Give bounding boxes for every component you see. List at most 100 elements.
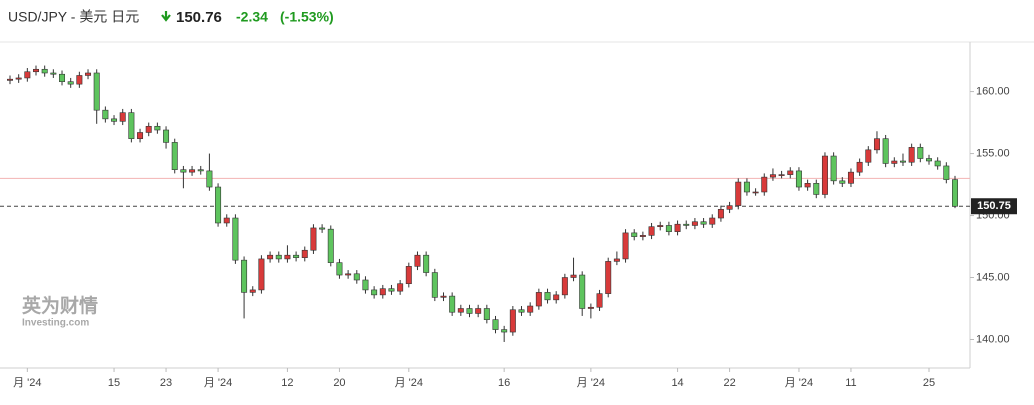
- candle-body: [813, 183, 820, 195]
- candle-body: [579, 274, 586, 309]
- candle-body: [310, 227, 317, 251]
- candle-body: [76, 75, 83, 85]
- x-tick-label: 22: [723, 377, 735, 389]
- candle-body: [518, 309, 525, 313]
- last-price-badge: [971, 198, 1017, 215]
- candle-body: [345, 273, 352, 276]
- candle-body: [631, 232, 638, 237]
- x-tick-label: 12: [281, 377, 293, 389]
- candle-body: [587, 306, 594, 309]
- x-tick-label: 月 '24: [395, 377, 423, 389]
- candle-body: [622, 232, 629, 260]
- symbol: USD/JPY - 美元 日元: [8, 9, 139, 25]
- candle-body: [102, 109, 109, 120]
- candle-body: [509, 309, 516, 333]
- candle-body: [873, 138, 880, 151]
- candle-body: [24, 71, 31, 79]
- candle-body: [570, 274, 577, 278]
- candle-body: [752, 191, 759, 194]
- change: -2.34: [236, 9, 268, 25]
- y-tick-label: 145.00: [976, 271, 1010, 283]
- candle-body: [475, 308, 482, 314]
- candle-body: [657, 225, 664, 227]
- x-tick-label: 11: [845, 377, 856, 389]
- candle-body: [839, 180, 846, 184]
- candle-body: [431, 272, 438, 298]
- candle-body: [561, 277, 568, 296]
- candle-body: [674, 223, 681, 232]
- candle-body: [249, 289, 256, 293]
- candle-body: [596, 293, 603, 308]
- candle-body: [327, 228, 334, 263]
- candle-body: [917, 147, 924, 159]
- candle-body: [709, 217, 716, 225]
- watermark-sub: Investing.com: [22, 318, 89, 329]
- candle-body: [93, 72, 100, 111]
- candle-body: [154, 125, 161, 131]
- x-tick-label: 14: [671, 377, 683, 389]
- candle-body: [85, 72, 92, 76]
- candle-body: [414, 254, 421, 267]
- candle-body: [180, 169, 187, 173]
- candle-body: [215, 186, 222, 224]
- candle-body: [275, 254, 282, 260]
- candle-body: [206, 170, 213, 188]
- candle-body: [457, 308, 464, 313]
- candle-body: [952, 179, 958, 207]
- down-arrow: [161, 11, 171, 22]
- candle-body: [743, 181, 750, 193]
- candle-body: [665, 225, 672, 232]
- candle-body: [232, 217, 239, 261]
- candle-body: [830, 155, 837, 182]
- x-tick-label: 月 '24: [13, 377, 41, 389]
- candle-body: [67, 81, 74, 85]
- candle-body: [683, 223, 690, 226]
- price: 150.76: [176, 9, 222, 26]
- candle-body: [648, 226, 655, 236]
- candle-body: [397, 283, 404, 292]
- candle-body: [33, 68, 39, 73]
- x-tick-label: 16: [498, 377, 510, 389]
- x-tick-label: 15: [108, 377, 120, 389]
- candle-body: [483, 308, 490, 320]
- y-tick-label: 155.00: [976, 147, 1010, 159]
- candle-body: [362, 279, 369, 291]
- candle-body: [449, 295, 456, 313]
- candle-body: [934, 160, 941, 167]
- candle-body: [544, 292, 551, 301]
- candle-body: [111, 118, 118, 122]
- candle-body: [223, 217, 230, 224]
- candle-body: [717, 209, 724, 219]
- candle-body: [553, 294, 560, 301]
- candle-body: [865, 149, 872, 163]
- watermark: 英为财情: [22, 294, 98, 317]
- candle-body: [847, 171, 854, 184]
- candle-body: [371, 289, 378, 296]
- candle-body: [908, 147, 915, 163]
- candle-body: [41, 68, 48, 74]
- candle-body: [15, 77, 22, 80]
- candle-body: [128, 112, 135, 139]
- candle-body: [778, 174, 785, 176]
- candle-body: [943, 165, 950, 180]
- candle-body: [293, 254, 300, 258]
- candle-body: [267, 254, 274, 260]
- candle-body: [769, 174, 776, 178]
- candle-body: [501, 329, 508, 333]
- x-tick-label: 月 '24: [577, 377, 605, 389]
- candle-body: [388, 288, 395, 292]
- candle-body: [613, 258, 620, 262]
- last-price-label: 150.75: [977, 200, 1011, 212]
- candle-body: [189, 169, 196, 173]
- candle-body: [787, 170, 794, 175]
- candle-body: [405, 266, 412, 285]
- y-tick-label: 140.00: [976, 333, 1010, 345]
- candle-body: [163, 129, 170, 143]
- candle-body: [197, 169, 204, 172]
- candle-body: [856, 161, 863, 173]
- candle-body: [171, 142, 178, 170]
- candle-body: [891, 160, 898, 164]
- candle-body: [379, 288, 386, 296]
